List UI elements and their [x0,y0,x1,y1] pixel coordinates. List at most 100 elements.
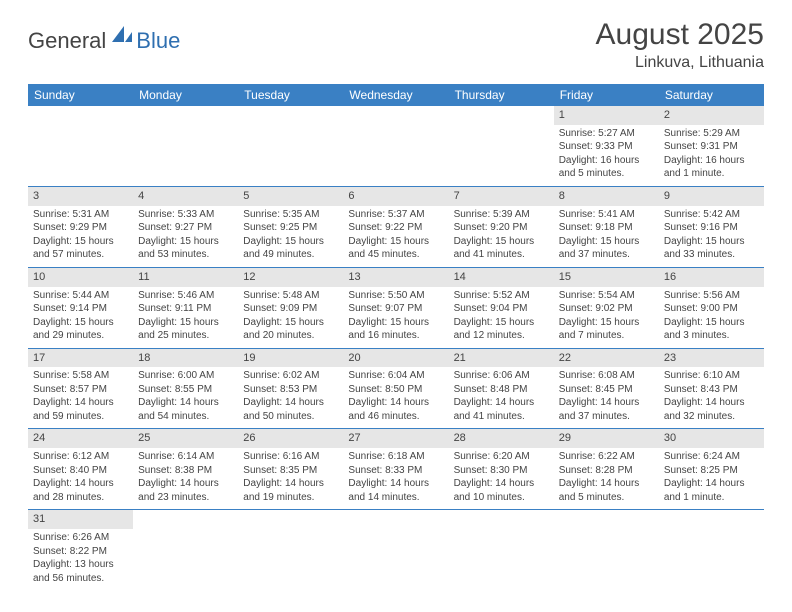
calendar-cell: 16Sunrise: 5:56 AMSunset: 9:00 PMDayligh… [659,267,764,348]
cell-line: and 28 minutes. [33,491,128,505]
cell-line: and 5 minutes. [559,167,654,181]
calendar-table: SundayMondayTuesdayWednesdayThursdayFrid… [28,84,764,590]
cell-line: Sunset: 9:11 PM [138,302,233,316]
day-number: 19 [238,349,343,368]
cell-line: Sunset: 8:35 PM [243,464,338,478]
cell-line: Sunset: 8:43 PM [664,383,759,397]
cell-line: and 1 minute. [664,167,759,181]
title-block: August 2025 Linkuva, Lithuania [596,18,764,72]
cell-line: Daylight: 14 hours [243,477,338,491]
logo: General Blue [28,26,180,55]
calendar-cell: 28Sunrise: 6:20 AMSunset: 8:30 PMDayligh… [449,429,554,510]
calendar-cell [133,510,238,590]
cell-line: and 25 minutes. [138,329,233,343]
cell-line: Sunset: 9:31 PM [664,140,759,154]
cell-line: Sunset: 9:18 PM [559,221,654,235]
day-number: 13 [343,268,448,287]
calendar-cell: 31Sunrise: 6:26 AMSunset: 8:22 PMDayligh… [28,510,133,590]
calendar-cell: 7Sunrise: 5:39 AMSunset: 9:20 PMDaylight… [449,186,554,267]
cell-line: Sunset: 8:45 PM [559,383,654,397]
cell-line: Daylight: 14 hours [348,477,443,491]
calendar-row: 24Sunrise: 6:12 AMSunset: 8:40 PMDayligh… [28,429,764,510]
calendar-row: 10Sunrise: 5:44 AMSunset: 9:14 PMDayligh… [28,267,764,348]
day-number: 5 [238,187,343,206]
day-number: 2 [659,106,764,125]
calendar-cell: 14Sunrise: 5:52 AMSunset: 9:04 PMDayligh… [449,267,554,348]
cell-line: Daylight: 15 hours [243,316,338,330]
calendar-cell: 24Sunrise: 6:12 AMSunset: 8:40 PMDayligh… [28,429,133,510]
cell-line: and 20 minutes. [243,329,338,343]
cell-line: Daylight: 15 hours [454,235,549,249]
cell-line: and 41 minutes. [454,410,549,424]
cell-line: Daylight: 14 hours [138,477,233,491]
calendar-cell: 11Sunrise: 5:46 AMSunset: 9:11 PMDayligh… [133,267,238,348]
calendar-cell [659,510,764,590]
day-number: 10 [28,268,133,287]
cell-line: Daylight: 14 hours [348,396,443,410]
cell-line: Sunrise: 6:18 AM [348,450,443,464]
cell-line: Sunset: 9:00 PM [664,302,759,316]
cell-line: and 37 minutes. [559,410,654,424]
cell-line: Sunset: 9:27 PM [138,221,233,235]
calendar-cell [238,106,343,186]
cell-line: Daylight: 15 hours [559,316,654,330]
cell-line: and 10 minutes. [454,491,549,505]
cell-line: Sunrise: 5:35 AM [243,208,338,222]
day-header: Sunday [28,84,133,106]
cell-line: Sunrise: 5:27 AM [559,127,654,141]
calendar-cell: 1Sunrise: 5:27 AMSunset: 9:33 PMDaylight… [554,106,659,186]
calendar-cell: 20Sunrise: 6:04 AMSunset: 8:50 PMDayligh… [343,348,448,429]
cell-line: Sunrise: 5:44 AM [33,289,128,303]
calendar-cell [343,106,448,186]
day-number: 31 [28,510,133,529]
cell-line: Sunset: 9:29 PM [33,221,128,235]
cell-line: Sunset: 9:25 PM [243,221,338,235]
cell-line: Daylight: 15 hours [33,316,128,330]
cell-line: Sunrise: 5:54 AM [559,289,654,303]
cell-line: Daylight: 15 hours [138,316,233,330]
day-number: 30 [659,429,764,448]
cell-line: Sunset: 8:30 PM [454,464,549,478]
cell-line: and 33 minutes. [664,248,759,262]
cell-line: and 19 minutes. [243,491,338,505]
cell-line: and 46 minutes. [348,410,443,424]
calendar-cell: 10Sunrise: 5:44 AMSunset: 9:14 PMDayligh… [28,267,133,348]
cell-line: Sunrise: 6:14 AM [138,450,233,464]
cell-line: and 29 minutes. [33,329,128,343]
calendar-cell: 17Sunrise: 5:58 AMSunset: 8:57 PMDayligh… [28,348,133,429]
day-number: 18 [133,349,238,368]
cell-line: and 5 minutes. [559,491,654,505]
cell-line: and 49 minutes. [243,248,338,262]
cell-line: Sunrise: 5:56 AM [664,289,759,303]
cell-line: Sunrise: 5:52 AM [454,289,549,303]
logo-text-blue: Blue [136,28,180,54]
cell-line: Sunrise: 6:12 AM [33,450,128,464]
cell-line: Sunrise: 6:20 AM [454,450,549,464]
cell-line: and 54 minutes. [138,410,233,424]
header: General Blue August 2025 Linkuva, Lithua… [0,0,792,76]
day-header: Tuesday [238,84,343,106]
day-number: 24 [28,429,133,448]
day-number: 16 [659,268,764,287]
cell-line: Daylight: 16 hours [664,154,759,168]
calendar-cell: 12Sunrise: 5:48 AMSunset: 9:09 PMDayligh… [238,267,343,348]
calendar-cell [343,510,448,590]
day-number: 17 [28,349,133,368]
cell-line: Sunrise: 5:29 AM [664,127,759,141]
calendar-row: 3Sunrise: 5:31 AMSunset: 9:29 PMDaylight… [28,186,764,267]
cell-line: Daylight: 15 hours [664,235,759,249]
day-number: 21 [449,349,554,368]
cell-line: Sunset: 8:48 PM [454,383,549,397]
calendar-cell: 29Sunrise: 6:22 AMSunset: 8:28 PMDayligh… [554,429,659,510]
cell-line: Sunrise: 6:00 AM [138,369,233,383]
cell-line: Daylight: 15 hours [243,235,338,249]
cell-line: Daylight: 14 hours [664,396,759,410]
cell-line: Sunset: 9:16 PM [664,221,759,235]
day-header: Wednesday [343,84,448,106]
calendar-cell: 13Sunrise: 5:50 AMSunset: 9:07 PMDayligh… [343,267,448,348]
calendar-cell: 19Sunrise: 6:02 AMSunset: 8:53 PMDayligh… [238,348,343,429]
day-number: 25 [133,429,238,448]
day-header: Monday [133,84,238,106]
calendar-cell: 6Sunrise: 5:37 AMSunset: 9:22 PMDaylight… [343,186,448,267]
day-header: Friday [554,84,659,106]
